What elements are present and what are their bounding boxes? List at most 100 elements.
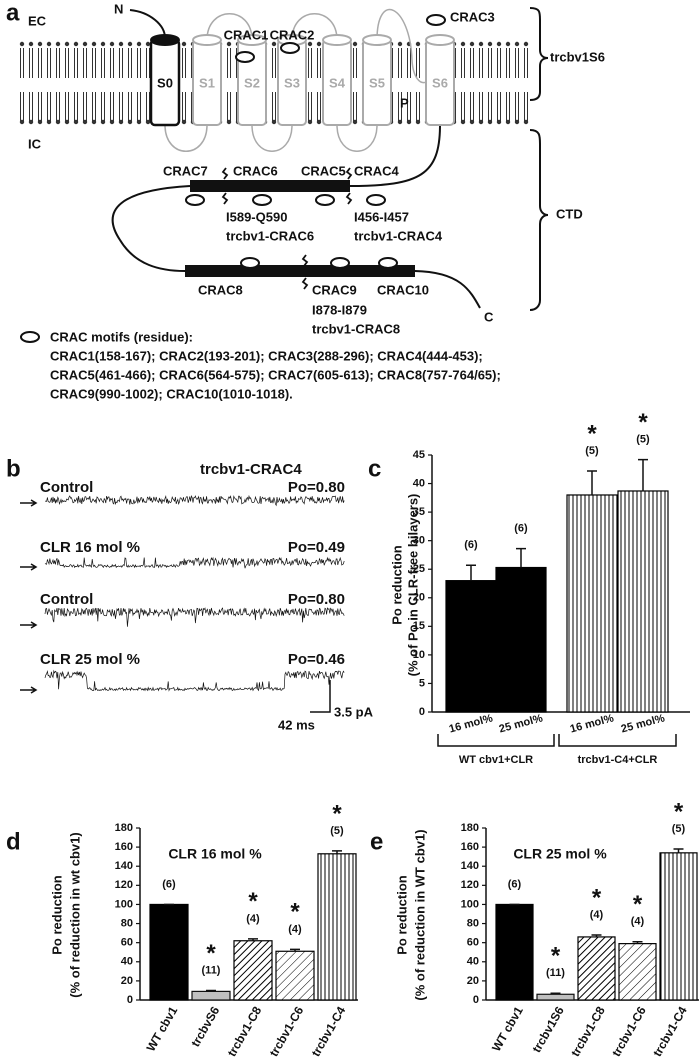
bar	[617, 490, 669, 713]
chart-title: CLR 16 mol %	[168, 846, 262, 862]
helices: S0 S1 S2 S3 S4 S5 S6	[149, 34, 455, 127]
lipid-head	[226, 119, 232, 125]
significance: *	[248, 888, 258, 915]
bar	[566, 494, 618, 713]
bar	[233, 940, 273, 1001]
motif-label: CRAC1	[224, 27, 269, 42]
panel-label: b	[6, 455, 21, 482]
y-tick-label: 5	[419, 677, 425, 689]
trace-po: Po=0.46	[288, 651, 345, 668]
mutation-construct: trcbv1-CRAC8	[312, 321, 400, 336]
y-tick-label: 0	[419, 706, 425, 718]
lipid-head	[19, 41, 25, 47]
significance: *	[332, 800, 342, 827]
arrow	[20, 563, 38, 571]
y-tick-label: 80	[121, 917, 133, 929]
n-label: (4)	[590, 909, 604, 921]
n-label: (4)	[288, 923, 302, 935]
lipid-head	[487, 41, 493, 47]
helix-label: S1	[199, 75, 215, 90]
lipid-head	[136, 119, 142, 125]
bar	[536, 993, 575, 1001]
y-axis-label: (% of reduction in wt cbv1)	[67, 832, 82, 997]
lipid-head	[109, 41, 115, 47]
error-bar	[591, 934, 602, 937]
helix-label: S4	[329, 75, 346, 90]
helix-label: S5	[369, 75, 385, 90]
scale-label: 42 ms	[278, 717, 315, 732]
lipid-head	[82, 119, 88, 125]
n-label: (5)	[330, 825, 344, 837]
y-tick-label: 20	[467, 975, 479, 987]
mutation-site: I456-I457	[354, 209, 409, 224]
bar	[495, 566, 547, 713]
lipid-head	[496, 119, 502, 125]
trace-po: Po=0.80	[288, 591, 345, 608]
lipid-head	[136, 41, 142, 47]
y-tick-label: 80	[467, 917, 479, 929]
group-bracket	[558, 734, 677, 747]
y-tick-label: 20	[121, 975, 133, 987]
motif-label: CRAC9	[312, 282, 357, 297]
mutation-construct: trcbv1-CRAC4	[354, 228, 443, 243]
n-label: (5)	[585, 445, 599, 457]
error-bar	[587, 470, 597, 495]
error-bar	[632, 940, 643, 944]
y-tick-label: 30	[413, 535, 425, 547]
group-label: WT cbv1+CLR	[459, 754, 533, 766]
lipid-head	[37, 119, 43, 125]
helix-top	[150, 34, 180, 46]
trace-po: Po=0.49	[288, 539, 345, 556]
lipid-head	[181, 119, 187, 125]
lipid-head	[460, 41, 466, 47]
mutation-construct: trcbv1-CRAC6	[226, 228, 314, 243]
y-axis-label: Po reduction	[389, 545, 404, 625]
y-tick-label: 160	[461, 841, 479, 853]
lipid-head	[352, 41, 358, 47]
panel-label: c	[368, 455, 381, 482]
lipid-head	[316, 119, 322, 125]
helix-top	[237, 34, 267, 46]
panel-label: a	[6, 0, 20, 26]
y-tick-label: 120	[461, 879, 479, 891]
legend-line: CRAC1(158-167); CRAC2(193-201); CRAC3(28…	[50, 348, 483, 363]
lipid-head	[523, 41, 529, 47]
legend-line: CRAC5(461-466); CRAC6(564-575); CRAC7(60…	[50, 367, 501, 382]
significance: *	[206, 940, 216, 967]
lipid-head	[226, 41, 232, 47]
current-trace	[44, 494, 345, 507]
lipid-head	[127, 41, 133, 47]
terminus-label: N	[114, 1, 123, 16]
lipid-head	[406, 119, 412, 125]
y-tick-label: 60	[121, 937, 133, 949]
motif-label: CRAC6	[233, 163, 278, 178]
region-label: IC	[28, 136, 42, 151]
x-tick-label: 25 mol%	[620, 712, 666, 735]
lipid-head	[55, 119, 61, 125]
y-tick-label: 140	[115, 860, 133, 872]
motif-label: CRAC10	[377, 282, 429, 297]
group-label: trcbv1-C4+CLR	[578, 754, 658, 766]
helix-label: S2	[244, 75, 260, 90]
lipid-head	[415, 41, 421, 47]
lipid-head	[64, 119, 70, 125]
x-tick-label: 16 mol%	[569, 712, 615, 735]
y-tick-label: 100	[115, 898, 133, 910]
arrow	[20, 686, 38, 694]
pore-label: P	[400, 95, 409, 110]
region-label: EC	[28, 13, 47, 28]
lipid-head	[469, 119, 475, 125]
lipid-head	[91, 119, 97, 125]
n-label: (6)	[508, 878, 522, 890]
x-tick-label: trcbv1-C4	[650, 1004, 690, 1059]
lipid-head	[352, 119, 358, 125]
traces: Control Po=0.80 CLR 16 mol % Po=0.49 Control…	[20, 479, 345, 694]
motif-label: CRAC5	[301, 163, 346, 178]
current-trace	[44, 556, 345, 569]
y-tick-label: 15	[413, 620, 425, 632]
lipid-head	[523, 119, 529, 125]
lipid-head	[271, 41, 277, 47]
error-bar	[290, 948, 300, 952]
lipid-head	[145, 119, 151, 125]
